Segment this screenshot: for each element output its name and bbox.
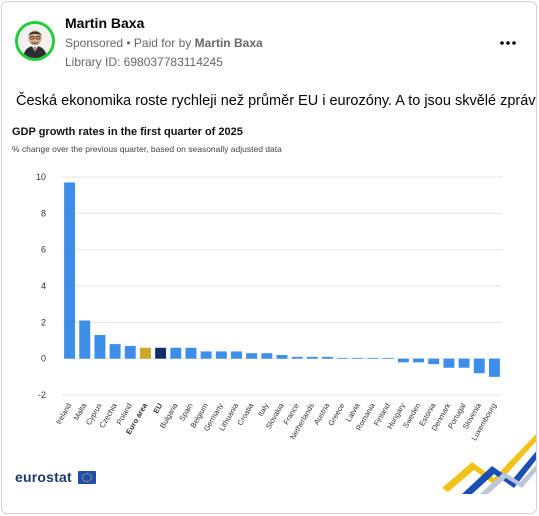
bar-estonia bbox=[428, 358, 440, 365]
x-tick-label: Italy bbox=[256, 401, 271, 418]
bar-romania bbox=[367, 357, 379, 359]
bar-czechia bbox=[109, 344, 121, 359]
eu-flag-icon bbox=[78, 471, 96, 484]
bar-bulgaria bbox=[170, 347, 182, 359]
bar-ireland bbox=[64, 182, 76, 359]
paid-for-by-link[interactable]: Martin Baxa bbox=[194, 36, 263, 50]
bar-germany bbox=[215, 351, 227, 359]
y-tick-label: 6 bbox=[41, 245, 46, 255]
bar-greece bbox=[337, 357, 349, 359]
bar-portugal bbox=[458, 358, 470, 368]
y-tick-label: 8 bbox=[41, 208, 46, 218]
chart-title: GDP growth rates in the first quarter of… bbox=[12, 126, 243, 138]
author-name-link[interactable]: Martin Baxa bbox=[65, 15, 145, 31]
bar-slovakia bbox=[276, 355, 288, 359]
bar-poland bbox=[124, 345, 136, 359]
eurostat-logo: eurostat bbox=[15, 469, 72, 485]
gdp-bar-chart: -20246810IrelandMaltaCyprusCzechiaPoland… bbox=[36, 172, 502, 442]
paid-for-prefix: • Paid for by bbox=[126, 36, 192, 50]
bar-austria bbox=[322, 356, 333, 359]
bar-luxembourg bbox=[488, 358, 500, 377]
bar-france bbox=[291, 356, 303, 359]
post-text: Česká ekonomika roste rychleji než průmě… bbox=[16, 93, 537, 109]
bar-belgium bbox=[200, 351, 212, 359]
profile-photo-icon bbox=[18, 24, 52, 58]
y-tick-label: -2 bbox=[38, 390, 46, 400]
bar-spain bbox=[185, 347, 197, 359]
x-tick-label: Ireland bbox=[54, 402, 73, 426]
bar-netherlands bbox=[306, 356, 318, 359]
sponsored-label: Sponsored bbox=[65, 36, 124, 50]
bar-lithuania bbox=[231, 351, 242, 359]
bar-hungary bbox=[397, 358, 409, 363]
y-tick-label: 0 bbox=[41, 354, 46, 364]
bar-euro-area bbox=[139, 347, 151, 359]
bar-eu bbox=[155, 347, 167, 359]
y-tick-label: 10 bbox=[36, 172, 46, 182]
bar-cyprus bbox=[94, 335, 106, 359]
bar-latvia bbox=[352, 357, 364, 359]
chart-subtitle: % change over the previous quarter, base… bbox=[12, 144, 282, 154]
y-tick-label: 2 bbox=[41, 317, 46, 327]
bar-italy bbox=[261, 353, 273, 359]
chart-image[interactable]: -2 0 2 4 6 8 10 Ireland Malta Cyprus Czechia Poland… bbox=[2, 117, 536, 513]
x-tick-label: Croatia bbox=[235, 401, 255, 427]
avatar[interactable] bbox=[15, 21, 55, 61]
sponsored-meta: Sponsored • Paid for by Martin Baxa bbox=[65, 36, 263, 50]
library-id: Library ID: 698037783114245 bbox=[65, 55, 223, 69]
bar-denmark bbox=[443, 358, 455, 368]
x-tick-label: EU bbox=[151, 402, 164, 416]
more-horizontal-icon bbox=[500, 41, 516, 45]
bar-finland bbox=[382, 357, 394, 359]
bar-malta bbox=[79, 320, 91, 359]
y-tick-label: 4 bbox=[41, 281, 46, 291]
bar-croatia bbox=[246, 353, 258, 359]
bar-slovenia bbox=[473, 358, 485, 374]
more-options-button[interactable] bbox=[496, 32, 520, 52]
bar-sweden bbox=[413, 358, 425, 363]
eurostat-decoration-graphic bbox=[442, 434, 536, 494]
